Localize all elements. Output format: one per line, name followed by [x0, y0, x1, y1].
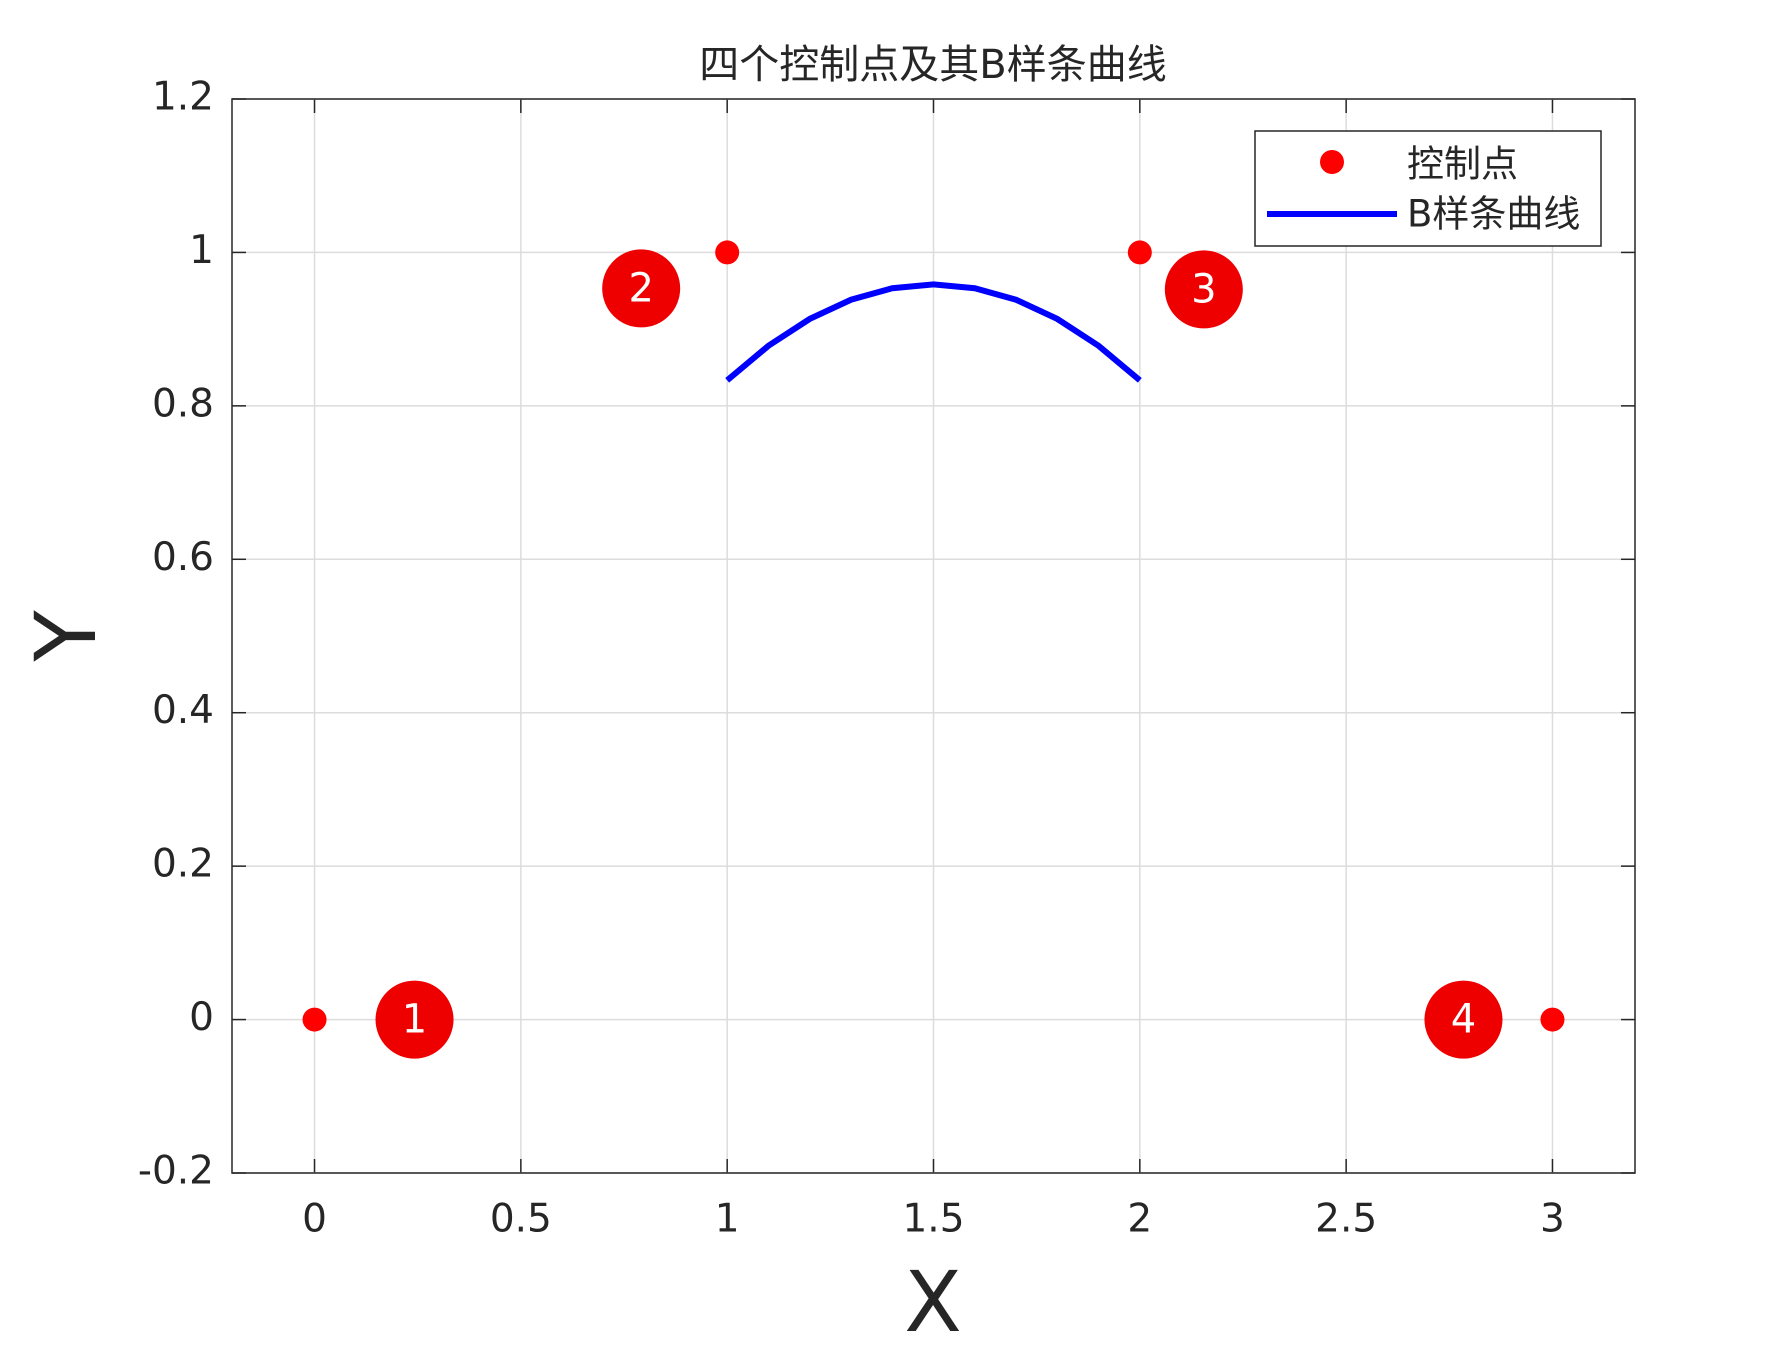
annotation-label: 4: [1451, 997, 1476, 1043]
x-tick-label: 0: [302, 1197, 327, 1242]
legend-label: 控制点: [1407, 143, 1518, 186]
control-point: [302, 1007, 327, 1032]
y-tick-label: 1.2: [152, 75, 214, 120]
y-tick-label: 0.4: [152, 688, 214, 733]
annotation-badge: [1164, 250, 1243, 329]
annotation-badge: [602, 249, 681, 328]
y-axis-label: Y: [17, 610, 115, 663]
control-point: [715, 240, 740, 265]
y-tick-label: 0.2: [152, 842, 214, 887]
legend-marker: [1320, 150, 1344, 174]
x-tick-label: 2.5: [1315, 1197, 1377, 1242]
x-tick-label: 3: [1540, 1197, 1565, 1242]
y-tick-label: 0.8: [152, 381, 214, 426]
x-tick-label: 2: [1127, 1197, 1152, 1242]
x-tick-label: 1: [715, 1197, 740, 1242]
annotation-label: 3: [1191, 266, 1216, 312]
plot-frame: [231, 98, 1636, 1174]
y-tick-label: 1: [189, 228, 214, 273]
x-axis-label: X: [904, 1253, 962, 1346]
control-point: [1127, 240, 1152, 265]
annotation-badge: [375, 980, 454, 1059]
spline-curve: [725, 281, 1142, 383]
x-tick-label: 1.5: [902, 1197, 964, 1242]
legend-box: [1254, 130, 1602, 247]
y-tick-label: 0: [189, 995, 214, 1040]
annotation-label: 2: [628, 265, 653, 311]
annotation-badge: [1424, 980, 1503, 1059]
annotation-label: 1: [402, 997, 427, 1043]
chart-title: 四个控制点及其B样条曲线: [699, 42, 1166, 88]
legend-label: B样条曲线: [1407, 193, 1580, 236]
legend: 控制点 B样条曲线: [1254, 130, 1602, 247]
y-tick-label: 0.6: [152, 535, 214, 580]
control-point: [1540, 1007, 1565, 1032]
y-tick-label: -0.2: [138, 1149, 214, 1194]
x-tick-label: 0.5: [490, 1197, 552, 1242]
